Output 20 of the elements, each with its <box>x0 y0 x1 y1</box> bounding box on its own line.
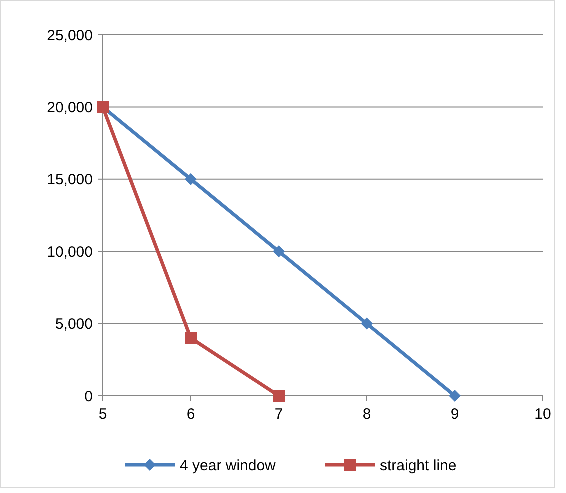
point <box>273 246 285 258</box>
point <box>361 318 373 330</box>
point <box>273 390 285 402</box>
x-tick-label: 7 <box>274 406 284 423</box>
point <box>185 332 197 344</box>
y-tick-label: 15,000 <box>47 172 93 189</box>
y-tick-label: 10,000 <box>47 244 93 261</box>
x-tick-label: 9 <box>450 406 460 423</box>
x-tick-label: 6 <box>186 406 196 423</box>
point <box>185 173 197 186</box>
point <box>449 390 461 402</box>
y-tick-label: 5,000 <box>55 316 93 334</box>
x-tick-label: 5 <box>98 406 108 423</box>
y-tick-label: 25,000 <box>47 27 93 44</box>
x-tick-label: 8 <box>362 406 372 423</box>
legend-label: straight line <box>380 457 457 474</box>
y-tick-label: 20,000 <box>47 99 93 116</box>
legend-label: 4 year window <box>180 457 276 474</box>
y-tick-label: 0 <box>84 388 93 406</box>
x-tick-label: 10 <box>534 406 552 423</box>
